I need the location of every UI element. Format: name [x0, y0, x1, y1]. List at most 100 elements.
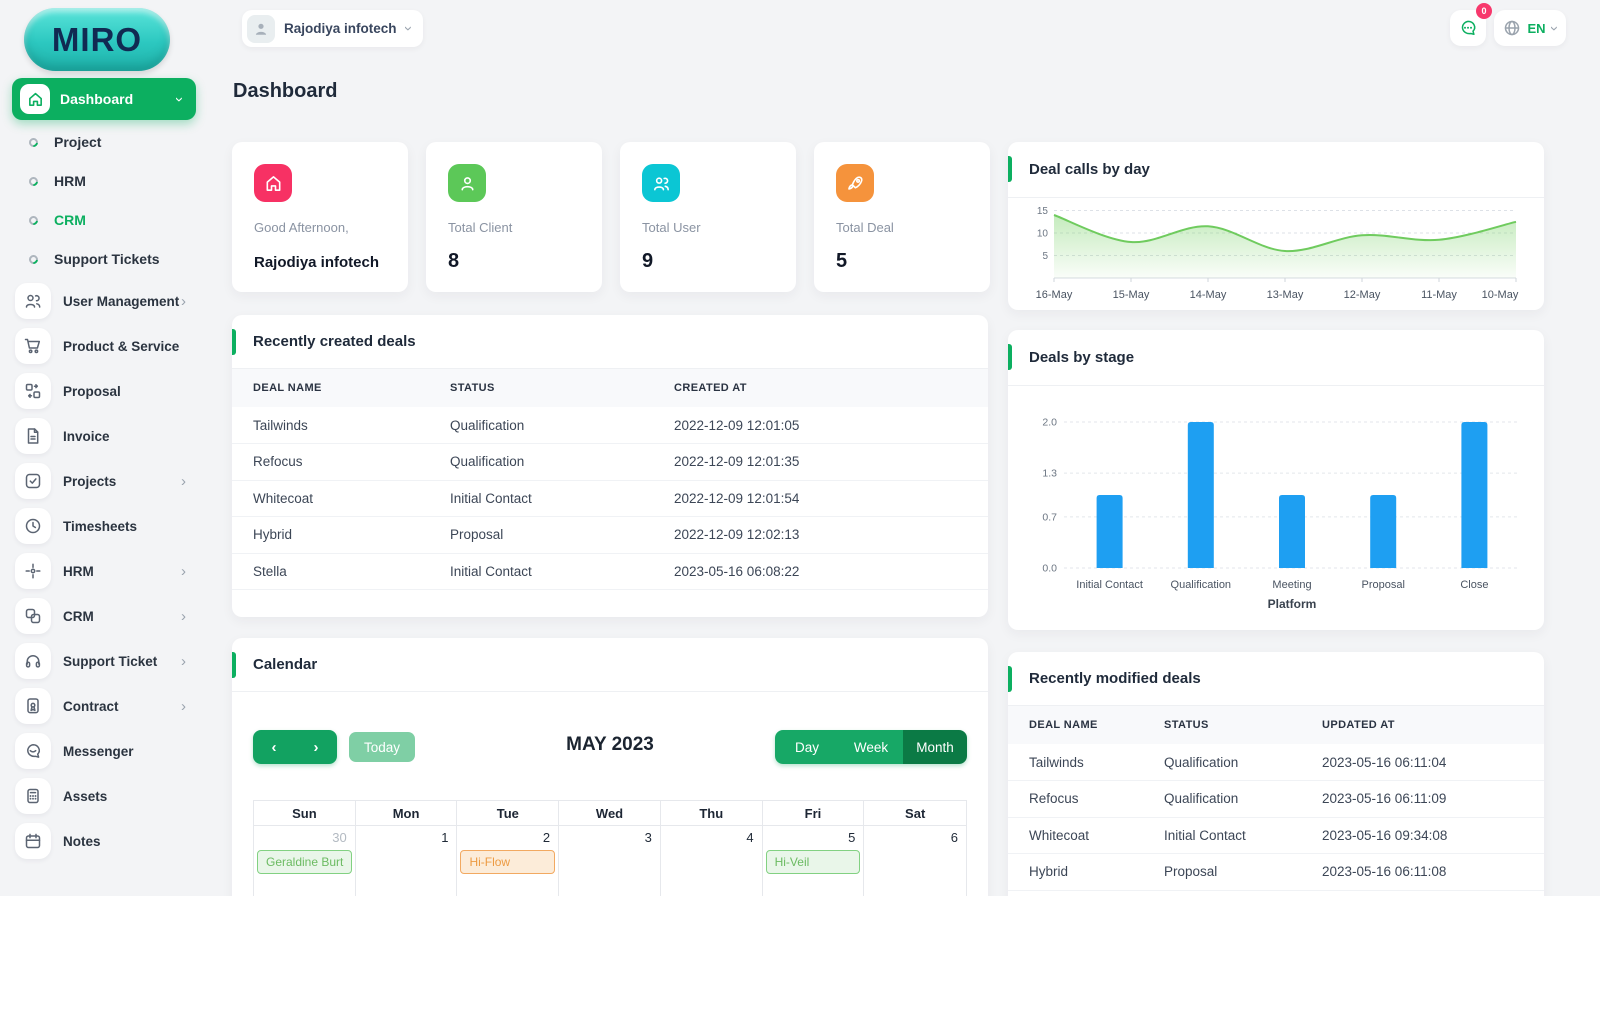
accent-bar [1008, 156, 1012, 182]
calendar-view-month[interactable]: Month [903, 730, 967, 764]
sidebar-item-projects[interactable]: Projects › [0, 461, 232, 501]
accent-bar [232, 329, 236, 355]
deal-name-cell: Whitecoat [232, 480, 429, 517]
svg-text:0.7: 0.7 [1042, 511, 1057, 523]
table-row[interactable]: Refocus Qualification 2023-05-16 06:11:09 [1008, 780, 1544, 818]
stat-label: Total Deal [836, 220, 894, 235]
deal-name-cell: Stella [232, 553, 429, 590]
card-header: Deal calls by day [1008, 142, 1544, 198]
chevron-down-icon: › [1545, 25, 1563, 31]
calendar-event[interactable]: Hi-Flow [460, 850, 556, 874]
calendar-view-day[interactable]: Day [775, 730, 839, 764]
calendar-day-cell[interactable]: 5 Hi-Veil [763, 826, 865, 896]
calendar-view-week[interactable]: Week [839, 730, 903, 764]
language-selector[interactable]: EN › [1494, 10, 1566, 46]
day-number: 6 [950, 830, 959, 845]
sidebar-item-hrm[interactable]: HRM › [0, 551, 232, 591]
svg-text:12-May: 12-May [1344, 289, 1381, 301]
table-row[interactable]: Stella Initial Contact 2023-05-16 06:08:22 [232, 553, 988, 590]
sidebar-item-dashboard[interactable]: Dashboard › [12, 78, 196, 120]
calendar-day-cell[interactable]: 30 Geraldine Burt [254, 826, 356, 896]
accent-bar [232, 652, 236, 678]
stat-value: 9 [642, 250, 654, 272]
calendar-grid: Sun Mon Tue Wed Thu Fri Sat 30 Geraldine… [253, 800, 967, 896]
sidebar-item-label: HRM [63, 563, 94, 579]
page-title: Dashboard [233, 80, 338, 102]
accent-bar [1008, 344, 1012, 370]
stat-card-total-client: Total Client 8 [426, 142, 602, 292]
svg-text:Qualification: Qualification [1171, 579, 1232, 591]
sidebar-subitem-support-tickets[interactable]: Support Tickets [0, 244, 232, 274]
sidebar-item-messenger[interactable]: Messenger [0, 731, 232, 771]
status-cell: Initial Contact [429, 480, 653, 517]
sidebar-item-contract[interactable]: Contract › [0, 686, 232, 726]
calendar-day-cell[interactable]: 2 Hi-Flow [457, 826, 560, 896]
circle-icon [27, 213, 40, 227]
sidebar-subitem-project[interactable]: Project [0, 127, 232, 157]
sidebar-item-notes[interactable]: Notes [0, 821, 232, 861]
chevron-right-icon: › [181, 292, 186, 310]
calendar-event[interactable]: Geraldine Burt [257, 850, 352, 874]
circle-icon [27, 252, 40, 266]
table-row[interactable]: Whitecoat Initial Contact 2023-05-16 09:34… [1008, 817, 1544, 854]
calendar-day-cell[interactable]: 3 [559, 826, 661, 896]
sidebar-item-label: Support Ticket [63, 653, 158, 669]
created-deals-table: DEAL NAME STATUS CREATED AT Tailwinds Qua… [232, 369, 988, 590]
calendar-event[interactable]: Hi-Veil [765, 850, 861, 874]
document-icon [15, 418, 51, 454]
calendar-day-cell[interactable]: 4 [661, 826, 763, 896]
calendar-day-cell[interactable]: 1 [356, 826, 458, 896]
calendar-today-button[interactable]: Today [349, 732, 416, 762]
table-row[interactable]: Hybrid Proposal 2022-12-09 12:02:13 [232, 516, 988, 554]
check-square-icon [15, 463, 51, 499]
company-selector[interactable]: Rajodiya infotech › [242, 10, 423, 47]
calendar-next-button[interactable]: › [295, 730, 337, 764]
table-row[interactable]: Tailwinds Qualification 2023-05-16 06:11:0… [1008, 744, 1544, 781]
weekday-header: Sun [254, 801, 356, 826]
sidebar-item-support-ticket[interactable]: Support Ticket › [0, 641, 232, 681]
sidebar-item-product-service[interactable]: Product & Service [0, 326, 232, 366]
users-icon [15, 283, 51, 319]
language-label: EN [1527, 20, 1546, 36]
table-row[interactable]: Refocus Qualification 2022-12-09 12:01:35 [232, 443, 988, 481]
globe-icon [1505, 20, 1520, 36]
chevron-right-icon: › [181, 652, 186, 670]
deal-calls-by-day-card: Deal calls by day 5 10 15 16-May 15-May 14-Ma… [1008, 142, 1544, 310]
table-row[interactable]: Hybrid Proposal 2023-05-16 06:11:08 [1008, 853, 1544, 891]
sidebar-subitem-crm[interactable]: CRM [0, 205, 232, 235]
sidebar-item-invoice[interactable]: Invoice [0, 416, 232, 456]
calendar-day-cell[interactable]: 6 [864, 826, 966, 896]
app-logo[interactable]: MIRO [24, 8, 170, 71]
sidebar-item-assets[interactable]: Assets [0, 776, 232, 816]
circle-icon [27, 174, 40, 188]
svg-text:15-May: 15-May [1113, 289, 1150, 301]
messages-button[interactable]: 0 [1450, 3, 1492, 46]
headset-icon [15, 643, 51, 679]
svg-text:Initial Contact: Initial Contact [1076, 579, 1143, 591]
calendar-prev-button[interactable]: ‹ [253, 730, 295, 764]
deal-name-cell: Hybrid [1008, 853, 1143, 891]
chevron-right-icon: › [181, 697, 186, 715]
sidebar-item-user-management[interactable]: User Management › [0, 281, 232, 321]
sidebar-subitem-label: Support Tickets [54, 251, 160, 267]
sidebar-item-crm[interactable]: CRM › [0, 596, 232, 636]
messages-badge: 0 [1476, 3, 1492, 19]
status-cell: Qualification [1143, 780, 1301, 818]
sidebar-item-proposal[interactable]: Proposal [0, 371, 232, 411]
chat-icon [15, 733, 51, 769]
deal-name-cell: Tailwinds [1008, 744, 1143, 781]
table-row[interactable]: Whitecoat Initial Contact 2022-12-09 12:01… [232, 480, 988, 517]
recently-modified-deals-card: Recently modified deals DEAL NAME STATUS… [1008, 652, 1544, 896]
deal-name-cell: Hybrid [232, 516, 429, 554]
deal-name-cell: Refocus [232, 443, 429, 481]
sidebar-subitem-hrm[interactable]: HRM [0, 166, 232, 196]
status-cell: Proposal [1143, 853, 1301, 891]
table-header-row: DEAL NAME STATUS CREATED AT [232, 369, 988, 407]
created-at-cell: 2022-12-09 12:01:05 [653, 407, 988, 444]
sidebar-item-timesheets[interactable]: Timesheets [0, 506, 232, 546]
day-number: 1 [441, 830, 449, 845]
stat-label: Good Afternoon, [254, 220, 349, 235]
stat-value: 5 [836, 250, 848, 272]
chevron-right-icon: › [181, 607, 186, 625]
table-row[interactable]: Tailwinds Qualification 2022-12-09 12:01:0… [232, 407, 988, 444]
